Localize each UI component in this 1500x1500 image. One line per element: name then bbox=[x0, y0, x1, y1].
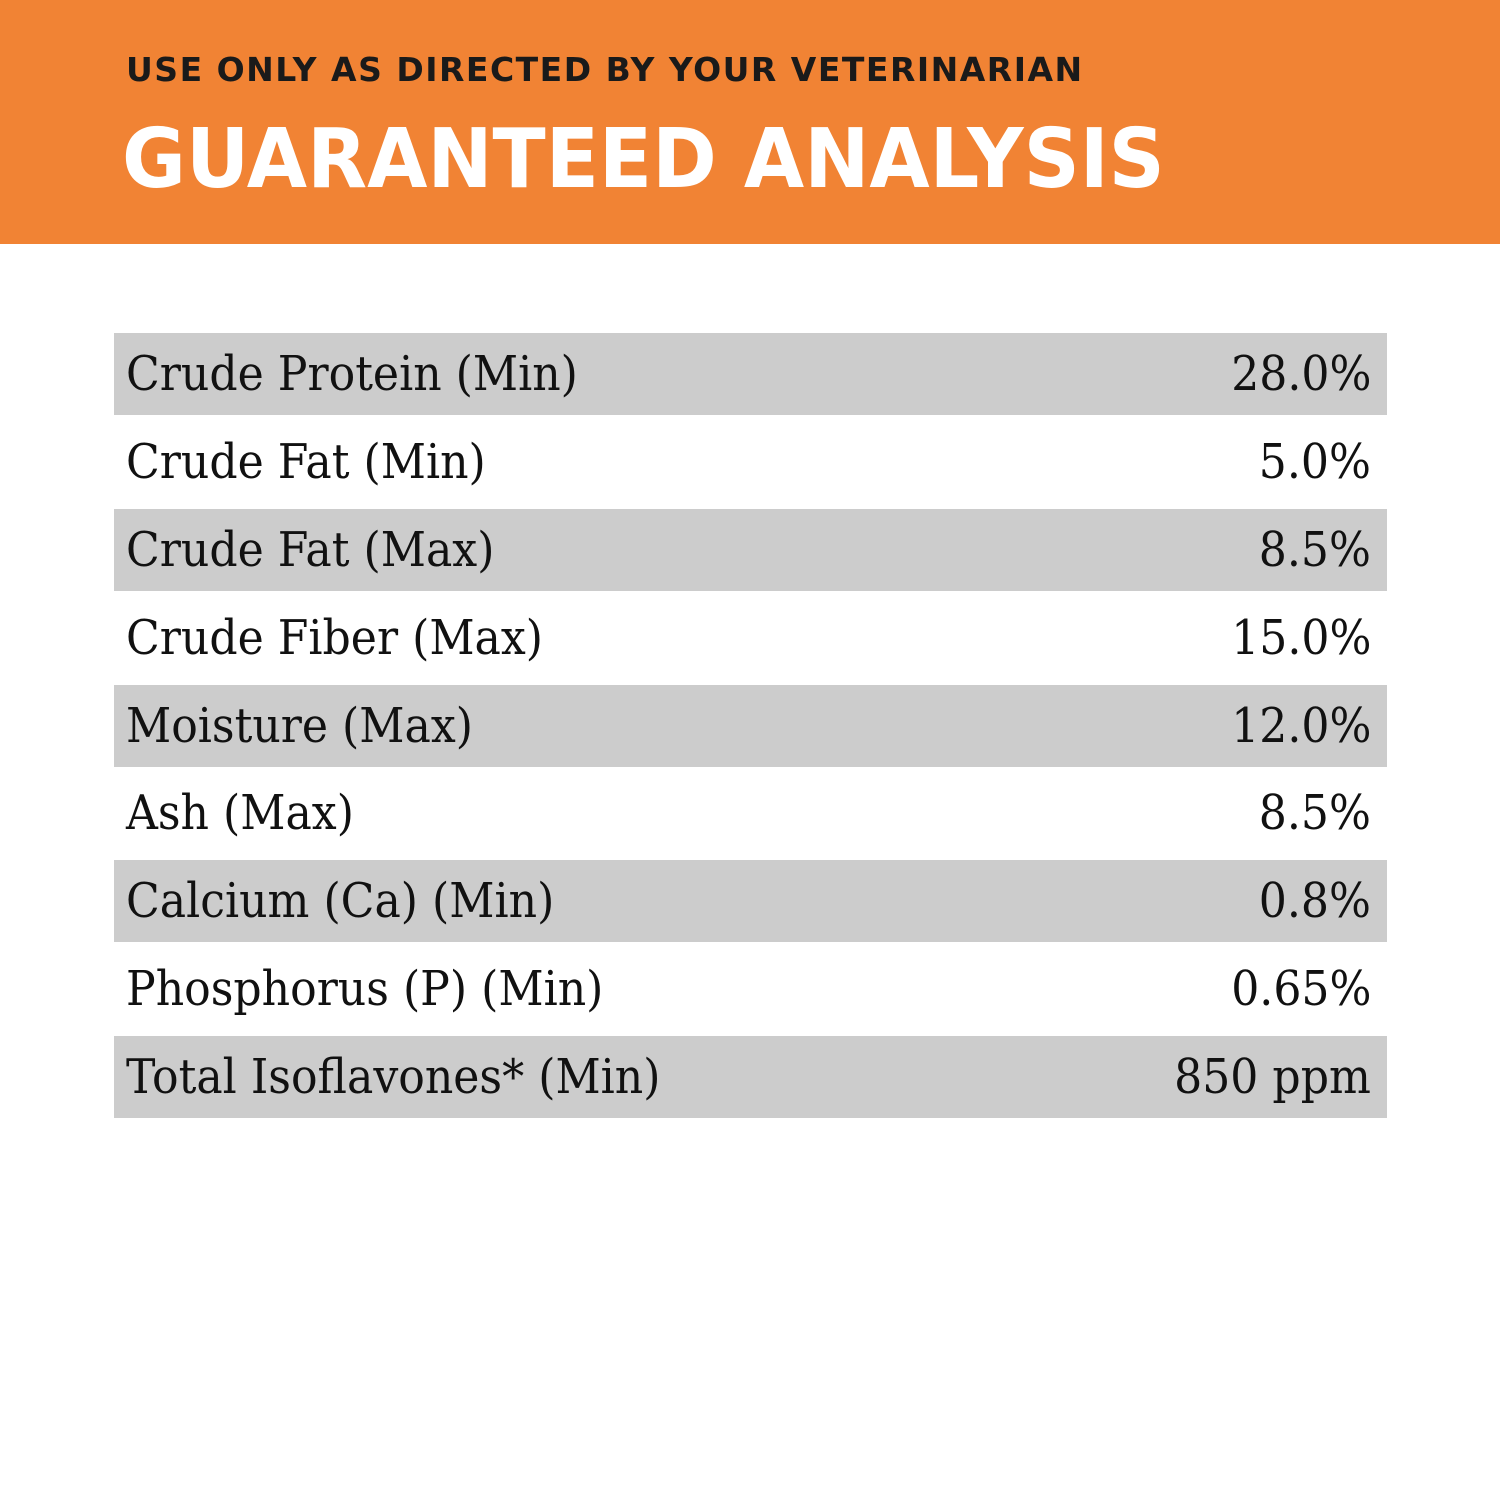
table-row: Crude Fat (Max) 8.5% bbox=[114, 508, 1387, 591]
nutrient-label: Ash (Max) bbox=[126, 785, 354, 842]
table-row: Moisture (Max) 12.0% bbox=[114, 684, 1387, 767]
nutrient-value: 850 ppm bbox=[1174, 1049, 1371, 1106]
nutrient-label: Crude Fat (Max) bbox=[126, 521, 495, 578]
nutrient-value: 0.8% bbox=[1258, 873, 1371, 930]
nutrient-value: 5.0% bbox=[1258, 433, 1371, 490]
nutrient-label: Phosphorus (P) (Min) bbox=[126, 961, 604, 1018]
nutrient-label: Crude Fat (Min) bbox=[126, 433, 486, 490]
nutrient-label: Crude Protein (Min) bbox=[126, 346, 578, 402]
nutrient-value: 0.65% bbox=[1230, 961, 1371, 1018]
table-row: Crude Fat (Min) 5.0% bbox=[114, 418, 1387, 506]
table-row: Total Isoflavones* (Min) 850 ppm bbox=[114, 1036, 1387, 1119]
table-row: Ash (Max) 8.5% bbox=[114, 770, 1387, 858]
nutrient-value: 15.0% bbox=[1230, 609, 1371, 666]
header-banner: USE ONLY AS DIRECTED BY YOUR VETERINARIA… bbox=[0, 0, 1500, 244]
nutrient-value: 8.5% bbox=[1258, 521, 1371, 578]
nutrient-label: Moisture (Max) bbox=[126, 697, 473, 754]
table-row: Crude Fiber (Max) 15.0% bbox=[114, 594, 1387, 682]
directions-subtitle: USE ONLY AS DIRECTED BY YOUR VETERINARIA… bbox=[126, 50, 1084, 89]
nutrient-value: 8.5% bbox=[1258, 785, 1371, 842]
table-row: Crude Protein (Min) 28.0% bbox=[114, 333, 1387, 415]
nutrient-label: Calcium (Ca) (Min) bbox=[126, 873, 555, 930]
nutrient-label: Crude Fiber (Max) bbox=[126, 609, 544, 666]
table-row: Calcium (Ca) (Min) 0.8% bbox=[114, 860, 1387, 943]
nutrient-label: Total Isoflavones* (Min) bbox=[126, 1049, 661, 1106]
guaranteed-analysis-table: Crude Protein (Min) 28.0% Crude Fat (Min… bbox=[114, 330, 1387, 1121]
nutrient-value: 12.0% bbox=[1230, 697, 1371, 754]
page-title: GUARANTEED ANALYSIS bbox=[122, 112, 1165, 207]
table-row: Phosphorus (P) (Min) 0.65% bbox=[114, 945, 1387, 1033]
nutrient-value: 28.0% bbox=[1230, 346, 1371, 402]
